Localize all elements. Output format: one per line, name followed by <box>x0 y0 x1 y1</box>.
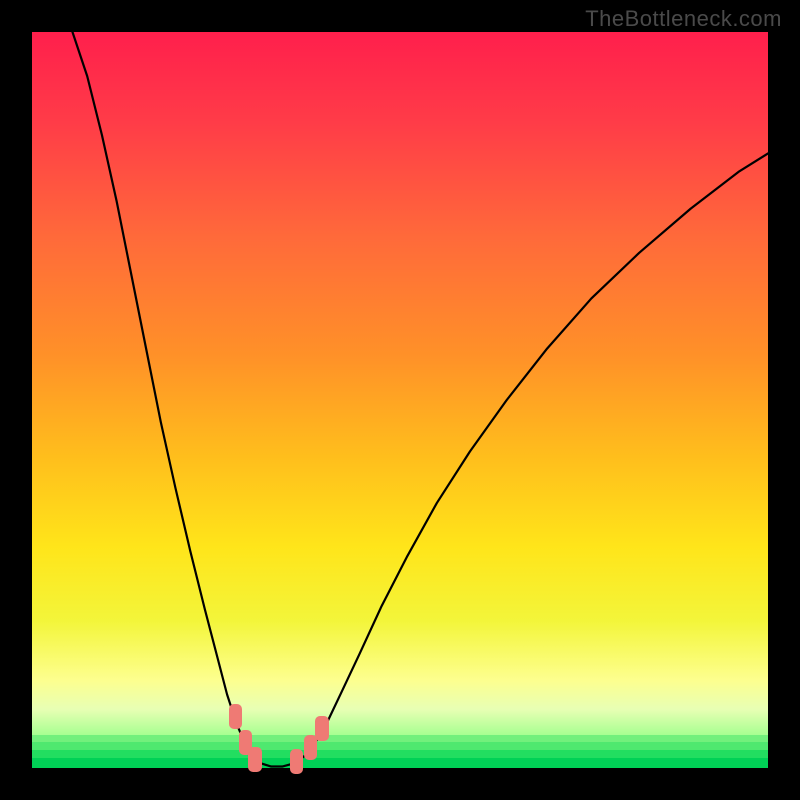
curve-marker <box>315 716 328 741</box>
bottleneck-chart <box>32 32 768 768</box>
watermark-text: TheBottleneck.com <box>585 6 782 32</box>
bottleneck-curve <box>32 32 768 768</box>
curve-marker <box>290 749 303 774</box>
curve-marker <box>229 704 242 729</box>
curve-marker <box>248 747 261 772</box>
